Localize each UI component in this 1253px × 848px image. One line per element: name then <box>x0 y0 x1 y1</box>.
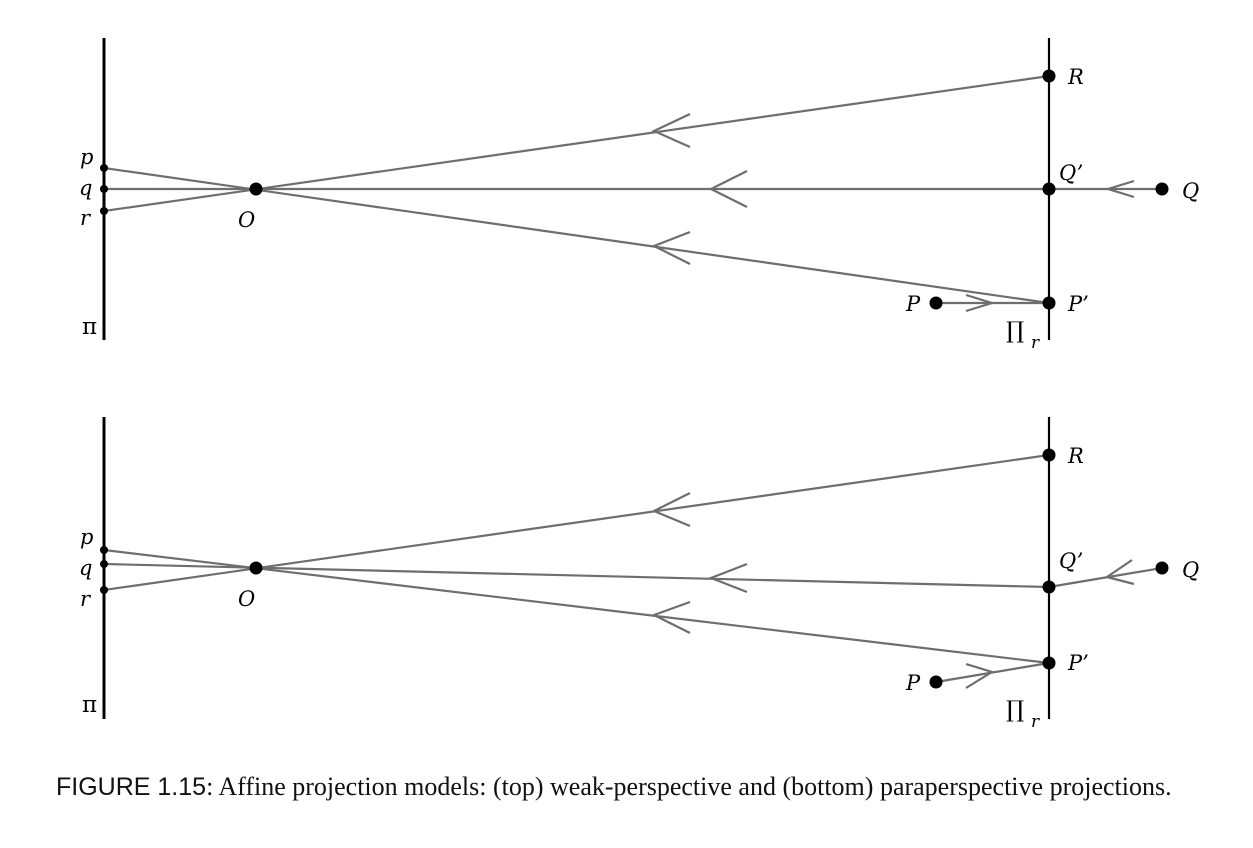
label-O: O <box>238 208 255 232</box>
ray-r-R <box>103 74 1050 213</box>
label-Q-prime: Q’ <box>1059 161 1083 185</box>
panel-weak-perspective: p q r O R Q’ Q P’ P π ∏ r <box>79 38 1199 353</box>
point-p <box>100 164 108 172</box>
label-reference-plane-sub: r <box>1031 712 1040 732</box>
arrowhead <box>965 293 996 313</box>
point-R <box>1042 448 1056 462</box>
label-q: q <box>79 556 92 580</box>
label-Q-prime: Q’ <box>1059 549 1083 573</box>
figure-diagram: p q r O R Q’ Q P’ P π ∏ r <box>79 38 1199 732</box>
point-R <box>1042 69 1056 83</box>
label-P-prime: P’ <box>1067 651 1089 675</box>
point-P <box>929 296 943 310</box>
point-q <box>100 560 108 568</box>
label-image-plane: π <box>82 314 97 340</box>
point-q <box>100 185 108 193</box>
point-Q <box>1155 561 1169 575</box>
point-Q <box>1155 182 1169 196</box>
arrowhead <box>1104 559 1135 586</box>
label-r: r <box>80 587 92 611</box>
label-P-prime: P’ <box>1067 292 1089 316</box>
point-Q-prime <box>1042 182 1056 196</box>
point-Q-prime <box>1042 580 1056 594</box>
arrowhead <box>651 492 691 528</box>
point-O <box>249 561 263 575</box>
point-O <box>249 182 263 196</box>
arrowhead <box>651 113 691 149</box>
label-reference-plane: ∏ <box>1006 697 1024 723</box>
label-q: q <box>79 176 92 200</box>
arrowhead <box>1104 179 1135 199</box>
point-r <box>100 586 108 594</box>
panel-paraperspective: p q r O R Q’ Q P’ P π ∏ r <box>79 417 1199 732</box>
label-Q: Q <box>1182 179 1199 203</box>
label-P: P <box>905 671 921 695</box>
label-R: R <box>1067 65 1084 89</box>
label-reference-plane-sub: r <box>1031 333 1040 353</box>
arrowhead <box>965 662 995 689</box>
arrowhead <box>708 170 748 208</box>
point-P-prime <box>1042 296 1056 310</box>
ray-q-Qprime <box>103 562 1050 589</box>
label-reference-plane: ∏ <box>1006 318 1024 344</box>
arrowhead <box>651 230 691 265</box>
point-p <box>100 546 108 554</box>
arrowhead <box>651 600 691 634</box>
label-O: O <box>238 587 255 611</box>
caption-text: : Affine projection models: (top) weak-p… <box>206 772 1172 801</box>
figure-label: FIGURE 1.15 <box>56 773 207 801</box>
label-p: p <box>80 525 93 549</box>
label-P: P <box>905 292 921 316</box>
label-R: R <box>1067 444 1084 468</box>
point-r <box>100 207 108 215</box>
label-r: r <box>80 206 92 230</box>
ray-r-R <box>103 453 1050 592</box>
label-Q: Q <box>1182 558 1199 582</box>
point-P-prime <box>1042 656 1056 670</box>
figure-caption: FIGURE 1.15: Affine projection models: (… <box>56 770 1216 804</box>
point-P <box>929 675 943 689</box>
label-p: p <box>80 145 93 169</box>
arrowhead <box>707 562 748 594</box>
label-image-plane: π <box>82 692 97 718</box>
